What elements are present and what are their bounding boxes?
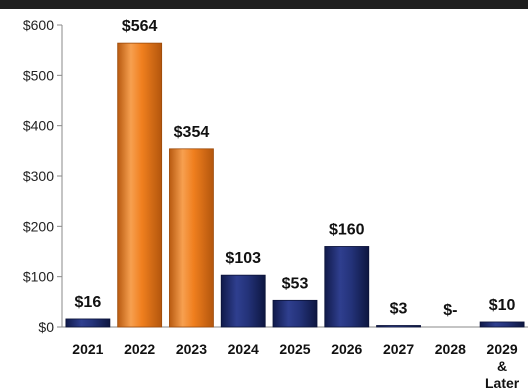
x-tick-label: 2026 <box>331 341 362 357</box>
data-label: $- <box>443 302 457 319</box>
bar <box>169 148 214 328</box>
bar <box>65 318 111 328</box>
x-tick-label: Later <box>485 375 520 391</box>
bar <box>220 274 266 328</box>
x-tick-label: 2025 <box>279 341 310 357</box>
data-label: $10 <box>489 297 516 314</box>
y-tick-label: $300 <box>23 168 54 184</box>
y-tick-label: $100 <box>23 269 54 285</box>
bar <box>324 246 370 328</box>
x-tick-label: 2028 <box>435 341 466 357</box>
header-band <box>0 0 528 9</box>
x-tick-label: 2022 <box>124 341 155 357</box>
x-tick-label: & <box>497 358 507 374</box>
bar <box>117 42 163 328</box>
bar <box>479 321 525 328</box>
y-tick-label: $400 <box>23 118 54 134</box>
data-label: $16 <box>75 294 102 311</box>
data-label: $160 <box>329 221 365 238</box>
x-tick-label: 2027 <box>383 341 414 357</box>
x-tick-label: 2021 <box>72 341 103 357</box>
bar <box>376 325 421 328</box>
data-label: $354 <box>174 124 210 141</box>
x-tick-label: 2029 <box>487 341 518 357</box>
y-tick-label: $0 <box>38 319 54 335</box>
y-tick-label: $500 <box>23 67 54 83</box>
y-tick-label: $600 <box>23 17 54 33</box>
x-tick-label: 2023 <box>176 341 207 357</box>
data-label: $53 <box>282 275 309 292</box>
bar <box>272 299 318 328</box>
x-tick-label: 2024 <box>228 341 259 357</box>
data-label: $564 <box>122 18 158 35</box>
data-label: $103 <box>225 250 261 267</box>
data-label: $3 <box>390 300 408 317</box>
y-tick-label: $200 <box>23 218 54 234</box>
